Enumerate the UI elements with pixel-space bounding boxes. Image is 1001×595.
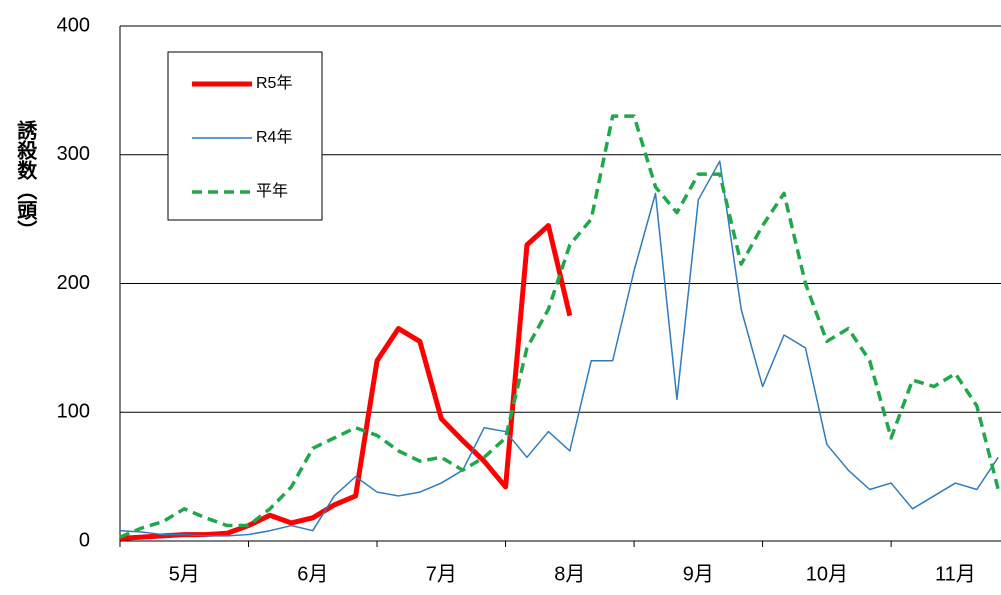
y-tick-label: 300 (57, 143, 90, 165)
x-tick-label: 5月 (169, 563, 200, 585)
y-tick-label: 0 (79, 529, 90, 551)
x-tick-label: 7月 (426, 563, 457, 585)
legend-label: R4年 (256, 128, 292, 146)
y-axis-label: 誘殺数（頭） (14, 119, 38, 240)
series-line (119, 223, 573, 541)
y-tick-label: 400 (57, 14, 90, 36)
legend-label: 平年 (256, 182, 288, 200)
legend-label: R5年 (256, 74, 292, 92)
y-tick-label: 100 (57, 401, 90, 423)
series-line (119, 114, 1000, 539)
series-line (119, 160, 999, 537)
x-tick-label: 10月 (806, 563, 848, 585)
x-tick-label: 9月 (683, 563, 714, 585)
x-tick-label: 8月 (554, 563, 585, 585)
x-tick-label: 6月 (297, 563, 328, 585)
legend-box (167, 51, 323, 221)
y-tick-label: 200 (57, 272, 90, 294)
x-tick-label: 11月 (935, 563, 976, 585)
